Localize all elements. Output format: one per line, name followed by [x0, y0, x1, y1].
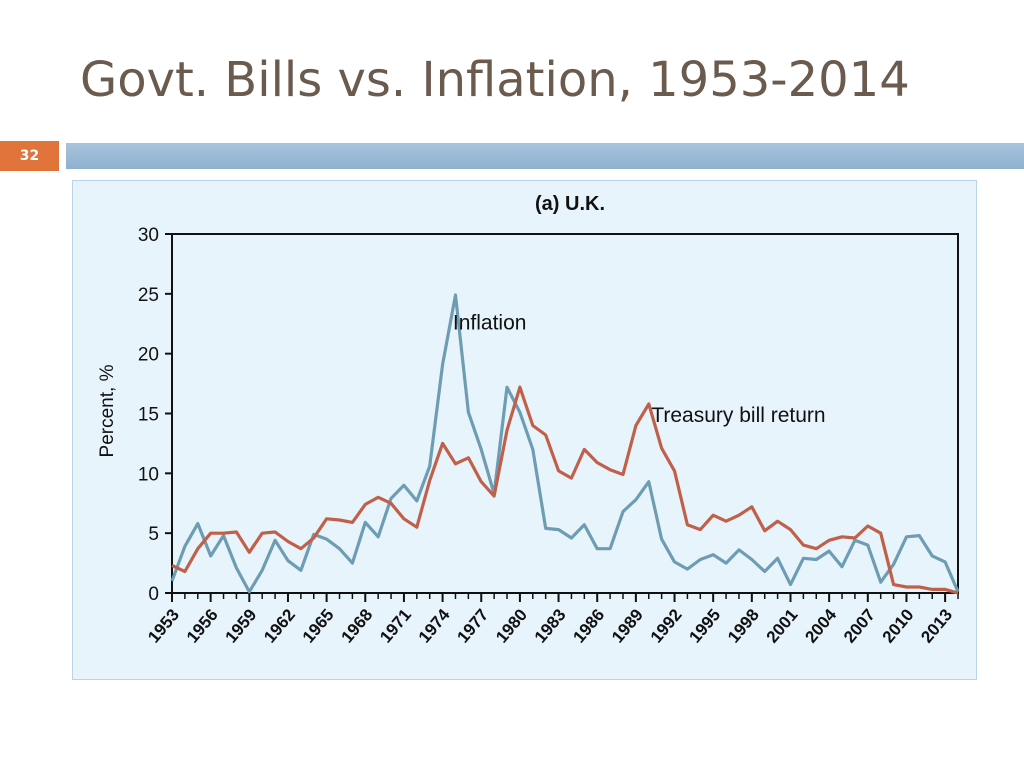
x-tick-label: 2013: [917, 605, 956, 646]
y-tick-label: 5: [148, 524, 159, 545]
x-tick-label: 1992: [647, 605, 686, 646]
series-line-treasury-bill-return: [171, 385, 959, 595]
series-label-treasury-bill-return: Treasury bill return: [651, 404, 825, 427]
x-tick-label: 1989: [608, 605, 647, 646]
series-lines: [170, 293, 960, 595]
slide-title: Govt. Bills vs. Inflation, 1953-2014: [80, 52, 910, 108]
slide-number: 32: [0, 141, 59, 171]
y-tick-label: 15: [138, 405, 159, 426]
x-tick-label: 1980: [492, 605, 531, 646]
x-tick-label: 1953: [144, 605, 183, 646]
uk-chart: (a) U.K. Percent, % 0 5 10 15 20 25 30 1953 1956…: [97, 193, 960, 647]
y-tick-label: 0: [148, 584, 159, 605]
chart-panel: (a) U.K. Percent, % 0 5 10 15 20 25 30 1953 1956…: [72, 180, 977, 680]
x-tick-label: 1995: [685, 605, 724, 646]
y-tick-label: 20: [138, 345, 159, 366]
x-tick-label: 1959: [222, 605, 261, 646]
x-tick-label: 2007: [840, 605, 879, 646]
y-tick-label: 25: [138, 285, 159, 306]
x-tick-label: 1956: [183, 605, 222, 646]
plot-frame: [171, 233, 959, 594]
series-labels: Inflation Treasury bill return: [453, 312, 826, 427]
x-tick-label: 1986: [569, 605, 608, 646]
x-tick-label: 2010: [879, 605, 918, 646]
chart-title: (a) U.K.: [535, 193, 605, 215]
y-tick-label: 30: [138, 225, 159, 246]
x-tick-label: 1983: [531, 605, 570, 646]
series-label-inflation: Inflation: [453, 312, 527, 335]
series-line-inflation: [170, 293, 960, 594]
header-bar: [66, 143, 1024, 169]
axes: 0 5 10 15 20 25 30 1953 1956 1959 1962 1965 1968 1971…: [138, 225, 959, 647]
x-tick-label: 1977: [453, 605, 492, 646]
x-tick-label: 1962: [260, 605, 299, 646]
x-tick-label: 1974: [415, 605, 454, 647]
x-tick-label: 1968: [337, 605, 376, 646]
x-tick-label: 1998: [724, 605, 763, 646]
x-tick-label: 2001: [763, 605, 802, 646]
y-axis-title: Percent, %: [97, 364, 118, 457]
x-tick-label: 1965: [299, 605, 338, 646]
y-tick-label: 10: [138, 464, 159, 485]
x-tick-label: 2004: [801, 605, 840, 647]
x-tick-label: 1971: [376, 605, 415, 646]
